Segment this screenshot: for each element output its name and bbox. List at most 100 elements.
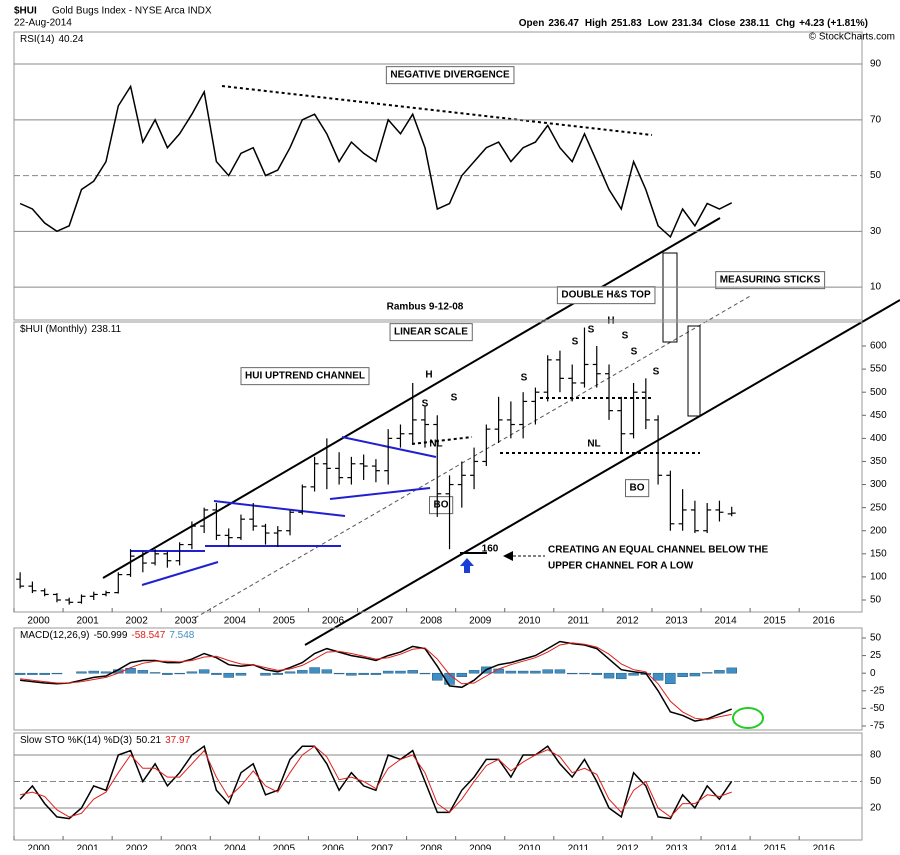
histogram-bar <box>701 672 713 674</box>
x-tick-label: 2007 <box>371 844 394 850</box>
histogram-bar <box>579 672 590 675</box>
y-tick-label: 400 <box>870 433 887 444</box>
annotation: S <box>422 399 429 410</box>
summary-value: 251.83 <box>611 18 642 29</box>
y-tick-label: -75 <box>870 721 885 732</box>
histogram-bar <box>223 672 234 678</box>
x-tick-label: 2016 <box>813 616 836 627</box>
histogram-bar <box>382 670 394 674</box>
panel-frame <box>13 627 863 731</box>
panel-frame <box>13 732 863 841</box>
y-tick-label: 100 <box>870 572 887 583</box>
series-line <box>19 744 733 820</box>
histogram-bar <box>186 671 198 674</box>
last-value: 238.11 <box>91 324 121 335</box>
x-tick-label: 2008 <box>420 844 443 850</box>
y-tick-label: -25 <box>870 685 885 696</box>
trend-line <box>141 561 219 586</box>
x-tick-label: 2010 <box>518 616 541 627</box>
panel-legend: Slow STO %K(14) %D(3) 50.21 37.97 <box>20 735 191 746</box>
annotation-box <box>389 323 473 342</box>
y-tick-label: 70 <box>870 114 882 125</box>
histogram-bar <box>162 672 173 675</box>
annotation: S <box>631 347 638 358</box>
lower-channel <box>304 299 900 646</box>
panel-title: MACD(12,26,9) <box>20 630 89 641</box>
annotations: NEGATIVE DIVERGENCE Rambus 9-12-08 LINEAR … <box>240 66 826 572</box>
x-tick-label: 2014 <box>714 844 737 850</box>
panel-frame <box>13 321 863 613</box>
x-tick-label: 2014 <box>714 616 737 627</box>
histogram-bar <box>370 672 382 675</box>
annotation: BO <box>434 500 449 511</box>
histogram-bar <box>198 669 210 674</box>
x-tick-label: 2001 <box>76 844 99 850</box>
y-tick-label: 550 <box>870 364 887 375</box>
x-tick-label: 2005 <box>273 616 296 627</box>
summary-label: High <box>585 18 607 29</box>
histogram-bar <box>358 672 369 675</box>
left-arrow <box>503 551 513 561</box>
annotation: S <box>451 393 458 404</box>
histogram-bar <box>284 671 296 674</box>
panel-title: $HUI (Monthly) <box>20 324 87 335</box>
annotation: LINEAR SCALE <box>394 327 468 338</box>
last-value: 50.21 <box>136 735 161 746</box>
x-tick-label: 2011 <box>568 616 590 627</box>
last-value: 7.548 <box>169 630 194 641</box>
y-tick-label: -50 <box>870 703 885 714</box>
annotation: Rambus 9-12-08 <box>387 302 464 313</box>
histogram-bar <box>14 672 26 675</box>
x-tick-label: 2001 <box>76 616 99 627</box>
y-tick-label: 50 <box>870 595 882 606</box>
trend-line <box>213 500 346 517</box>
annotation: DOUBLE H&S TOP <box>561 290 651 301</box>
symbol: $HUI <box>14 6 37 17</box>
series-line <box>20 642 732 721</box>
annotation: S <box>588 325 595 336</box>
histogram-bar <box>333 672 345 675</box>
x-tick-label: 2004 <box>224 844 247 850</box>
last-value: -50.999 <box>93 630 127 641</box>
histogram-bar <box>321 669 333 674</box>
annotation-box <box>625 479 650 498</box>
upper-channel <box>102 217 721 579</box>
index-name: Gold Bugs Index - NYSE Arca INDX <box>52 6 212 17</box>
histogram-bar <box>616 672 627 680</box>
x-tick-label: 2003 <box>175 844 198 850</box>
histogram-bar <box>149 672 161 674</box>
y-tick-label: 50 <box>870 633 882 644</box>
x-tick-label: 2005 <box>273 844 296 850</box>
annotation: S <box>521 373 528 384</box>
x-tick-label: 2002 <box>126 616 149 627</box>
histogram-bar <box>603 672 615 679</box>
histogram-bar <box>505 670 517 674</box>
divergence-line <box>221 85 653 136</box>
histogram-bar <box>211 672 222 675</box>
histogram-bar <box>88 670 99 674</box>
ohlc-summary: Open 236.47 High 251.83 Low 231.34 Close 238.11… <box>519 18 868 29</box>
histogram-bar <box>530 670 541 674</box>
last-value: 40.24 <box>58 34 83 45</box>
annotation-box <box>385 66 515 85</box>
y-tick-label: 500 <box>870 387 887 398</box>
histogram-bar <box>456 672 468 677</box>
annotation: S <box>622 331 629 342</box>
annotation: BO <box>630 483 645 494</box>
summary-label: Close <box>708 18 736 29</box>
panel-legend: $HUI (Monthly) 238.11 <box>20 324 122 335</box>
y-tick-label: 50 <box>870 170 882 181</box>
y-tick-label: 50 <box>870 776 882 787</box>
histogram-bar <box>39 672 50 675</box>
histogram-bar <box>51 672 63 675</box>
annotation: CREATING AN EQUAL CHANNEL BELOW THE <box>548 545 769 556</box>
y-tick-label: 200 <box>870 525 887 536</box>
summary-value: 238.11 <box>740 18 770 29</box>
x-tick-label: 2000 <box>27 844 50 850</box>
panel-legend: RSI(14) 40.24 <box>20 34 84 45</box>
x-tick-label: 2013 <box>665 616 688 627</box>
date: 22-Aug-2014 <box>14 18 72 29</box>
histogram-bar <box>566 672 578 675</box>
histogram-bar <box>100 671 112 674</box>
measuring-stick <box>687 325 701 417</box>
